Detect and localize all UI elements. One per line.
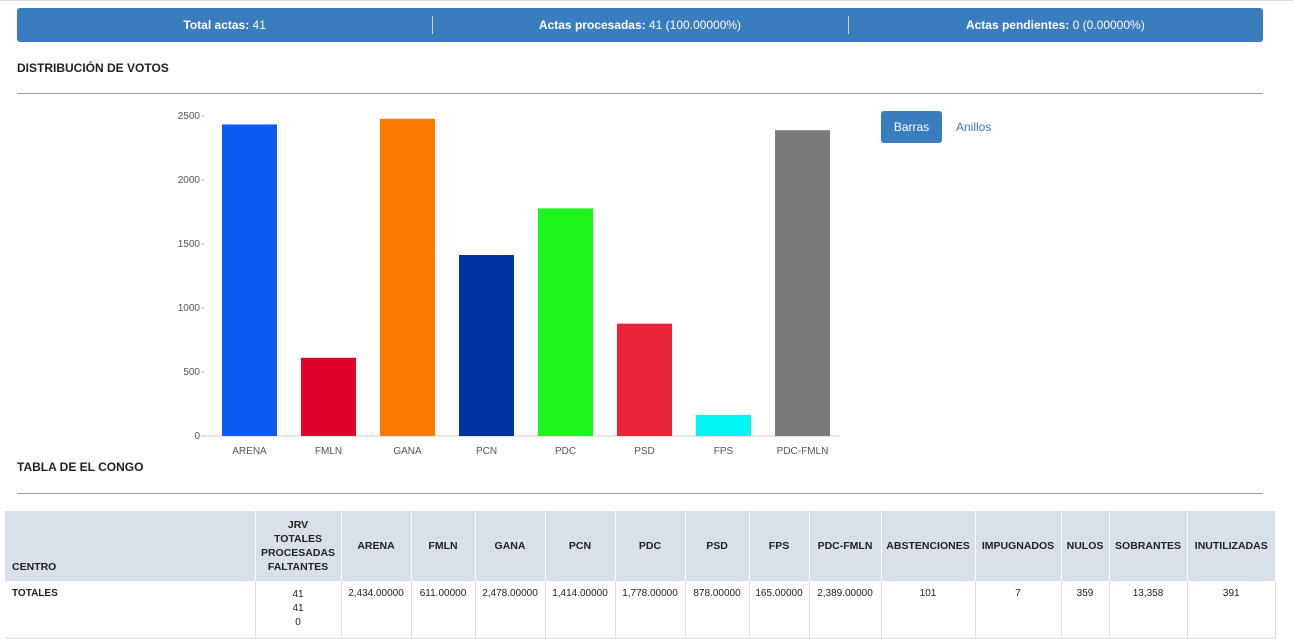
x-tick-label: PDC-FMLN	[777, 446, 829, 457]
header-fmln: FMLN	[411, 511, 476, 581]
y-tick-label: 2000	[178, 175, 201, 186]
bar-fmln	[301, 357, 356, 436]
x-tick-label: GANA	[393, 446, 422, 457]
x-tick-label: PDC	[555, 446, 576, 457]
cell-jrv-faltantes: 0	[295, 617, 301, 628]
table-header-row: CENTRO JRV TOTALES PROCESADAS FALTANTES …	[5, 511, 1276, 581]
summary-processed-label: Actas procesadas:	[538, 18, 646, 32]
y-tick-label: 1000	[178, 303, 201, 314]
cell-pdc: 1,778.00000	[615, 581, 686, 639]
x-tick-label: PSD	[634, 446, 655, 457]
cell-impugnados: 7	[975, 581, 1062, 639]
header-psd: PSD	[685, 511, 750, 581]
cell-inutilizadas: 391	[1187, 581, 1276, 639]
x-tick-label: FMLN	[315, 446, 342, 457]
results-table: CENTRO JRV TOTALES PROCESADAS FALTANTES …	[5, 511, 1276, 639]
header-arena: ARENA	[341, 511, 412, 581]
bar-psd	[617, 323, 672, 436]
summary-total-label: Total actas:	[183, 18, 250, 32]
vote-distribution-chart: 0 500 1000 1500 2000 2500 ARENA FMLN GANA PCN PDC P…	[178, 111, 840, 457]
cell-sobrantes: 13,358	[1109, 581, 1188, 639]
bar-pdc-fmln	[775, 130, 830, 436]
bar-arena	[222, 124, 277, 436]
header-jrv-line: PROCESADAS	[260, 547, 336, 559]
x-tick-label: PCN	[476, 446, 497, 457]
cell-abstenciones: 101	[881, 581, 976, 639]
table-section-title: TABLA DE EL CONGO	[17, 460, 144, 474]
header-pdc-fmln: PDC-FMLN	[809, 511, 882, 581]
cell-arena: 2,434.00000	[341, 581, 412, 639]
header-abstenciones: ABSTENCIONES	[881, 511, 976, 581]
header-centro: CENTRO	[5, 511, 256, 581]
summary-total: Total actas: 41	[17, 18, 432, 32]
rings-link[interactable]: Anillos	[956, 120, 992, 134]
header-gana: GANA	[475, 511, 546, 581]
cell-nulos: 359	[1061, 581, 1110, 639]
bars-button[interactable]: Barras	[881, 111, 942, 143]
table-row: TOTALES 41 41 0 2,434.00000 611.00000 2,…	[5, 581, 1276, 639]
bar-gana	[380, 118, 435, 436]
x-tick-label: ARENA	[232, 446, 267, 457]
header-jrv-line: FALTANTES	[267, 561, 329, 573]
summary-processed: Actas procesadas: 41 (100.00000%)	[432, 16, 847, 34]
distribution-title: DISTRIBUCIÓN DE VOTOS	[17, 61, 169, 75]
y-tick-label: 1500	[178, 239, 201, 250]
bar-fps	[696, 414, 751, 436]
y-tick-label: 500	[183, 367, 200, 378]
header-impugnados: IMPUGNADOS	[975, 511, 1062, 581]
top-divider	[0, 0, 1293, 3]
header-jrv: JRV TOTALES PROCESADAS FALTANTES	[255, 511, 342, 581]
chart-type-toggle: Barras Anillos	[881, 111, 991, 143]
cell-fmln: 611.00000	[411, 581, 476, 639]
header-jrv-line: TOTALES	[273, 533, 323, 545]
y-tick-label: 2500	[178, 111, 201, 122]
table-divider	[17, 493, 1263, 494]
cell-jrv: 41 41 0	[255, 581, 342, 639]
cell-centro: TOTALES	[5, 581, 256, 639]
cell-gana: 2,478.00000	[475, 581, 546, 639]
header-pdc: PDC	[615, 511, 686, 581]
summary-bar: Total actas: 41 Actas procesadas: 41 (10…	[17, 8, 1263, 42]
summary-pending-label: Actas pendientes:	[965, 18, 1070, 32]
header-pcn: PCN	[545, 511, 616, 581]
header-fps: FPS	[749, 511, 810, 581]
header-inutilizadas: INUTILIZADAS	[1187, 511, 1276, 581]
header-jrv-line: JRV	[287, 519, 309, 531]
distribution-divider	[17, 93, 1263, 94]
x-tick-label: FPS	[714, 446, 734, 457]
header-sobrantes: SOBRANTES	[1109, 511, 1188, 581]
summary-processed-value: 41 (100.00000%)	[648, 18, 742, 32]
header-nulos: NULOS	[1061, 511, 1110, 581]
cell-psd: 878.00000	[685, 581, 750, 639]
summary-pending: Actas pendientes: 0 (0.00000%)	[847, 16, 1263, 34]
cell-jrv-procesadas: 41	[292, 603, 304, 614]
summary-pending-value: 0 (0.00000%)	[1072, 18, 1145, 32]
cell-jrv-totales: 41	[292, 589, 304, 600]
y-tick-label: 0	[194, 431, 200, 442]
bar-pcn	[459, 255, 514, 436]
cell-pcn: 1,414.00000	[545, 581, 616, 639]
bar-pdc	[538, 208, 593, 436]
cell-pdc-fmln: 2,389.00000	[809, 581, 882, 639]
summary-total-value: 41	[252, 18, 266, 32]
cell-fps: 165.00000	[749, 581, 810, 639]
